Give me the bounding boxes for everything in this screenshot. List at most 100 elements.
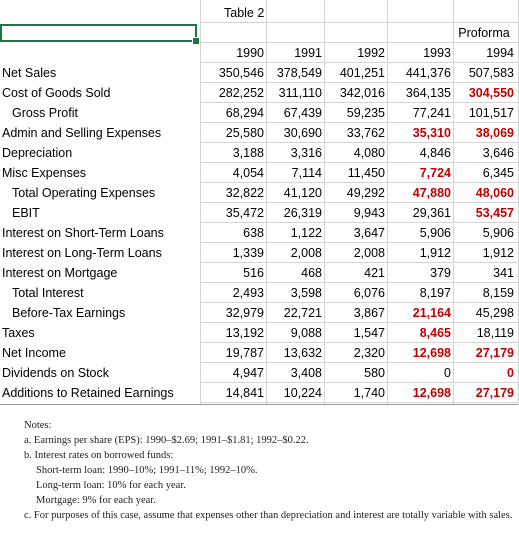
value-cell[interactable]: 9,943 — [353, 206, 385, 220]
value-cell[interactable]: 304,550 — [468, 86, 514, 100]
row-label: EBIT — [12, 206, 40, 220]
value-cell[interactable]: 1,122 — [290, 226, 322, 240]
value-cell[interactable]: 4,054 — [232, 166, 264, 180]
value-cell[interactable]: 45,298 — [475, 306, 514, 320]
value-cell[interactable]: 35,472 — [225, 206, 264, 220]
value-cell[interactable]: 282,252 — [218, 86, 264, 100]
value-cell[interactable]: 1,547 — [353, 326, 385, 340]
value-cell[interactable]: 30,690 — [283, 126, 322, 140]
value-cell[interactable]: 3,408 — [290, 366, 322, 380]
value-cell[interactable]: 47,880 — [412, 186, 451, 200]
year-header: 1993 — [423, 46, 451, 60]
row-label: Before-Tax Earnings — [12, 306, 126, 320]
value-cell[interactable]: 11,450 — [347, 166, 385, 180]
value-cell[interactable]: 2,008 — [353, 246, 385, 260]
value-cell[interactable]: 68,294 — [225, 106, 264, 120]
value-cell[interactable]: 101,517 — [468, 106, 514, 120]
fill-handle[interactable] — [192, 37, 200, 45]
value-cell[interactable]: 32,979 — [225, 306, 264, 320]
value-cell[interactable]: 3,646 — [482, 146, 514, 160]
value-cell[interactable]: 27,179 — [475, 386, 514, 400]
value-cell[interactable]: 468 — [301, 266, 322, 280]
value-cell[interactable]: 33,762 — [346, 126, 385, 140]
year-header: 1992 — [357, 46, 385, 60]
value-cell[interactable]: 378,549 — [276, 66, 322, 80]
value-cell[interactable]: 26,319 — [283, 206, 322, 220]
notes-section: Notes: a. Earnings per share (EPS): 1990… — [24, 418, 514, 523]
value-cell[interactable]: 13,632 — [283, 346, 322, 360]
value-cell[interactable]: 3,598 — [290, 286, 322, 300]
value-cell[interactable]: 3,188 — [232, 146, 264, 160]
value-cell[interactable]: 3,867 — [353, 306, 385, 320]
value-cell[interactable]: 29,361 — [412, 206, 451, 220]
value-cell[interactable]: 8,465 — [419, 326, 451, 340]
value-cell[interactable]: 364,135 — [405, 86, 451, 100]
value-cell[interactable]: 21,164 — [412, 306, 451, 320]
row-label: Net Sales — [2, 66, 57, 80]
value-cell[interactable]: 25,580 — [225, 126, 264, 140]
value-cell[interactable]: 35,310 — [412, 126, 451, 140]
value-cell[interactable]: 5,906 — [482, 226, 514, 240]
value-cell[interactable]: 38,069 — [475, 126, 514, 140]
value-cell[interactable]: 1,912 — [482, 246, 514, 260]
value-cell[interactable]: 41,120 — [283, 186, 322, 200]
value-cell[interactable]: 7,114 — [291, 166, 322, 180]
value-cell[interactable]: 0 — [444, 366, 451, 380]
value-cell[interactable]: 5,906 — [419, 226, 451, 240]
value-cell[interactable]: 350,546 — [218, 66, 264, 80]
note-line: Mortgage: 9% for each year. — [36, 495, 156, 506]
value-cell[interactable]: 507,583 — [468, 66, 514, 80]
note-line: Long-term loan: 10% for each year. — [36, 480, 186, 491]
value-cell[interactable]: 4,846 — [419, 146, 451, 160]
value-cell[interactable]: 10,224 — [283, 386, 322, 400]
value-cell[interactable]: 7,724 — [419, 166, 451, 180]
value-cell[interactable]: 441,376 — [405, 66, 451, 80]
value-cell[interactable]: 1,740 — [353, 386, 385, 400]
value-cell[interactable]: 67,439 — [283, 106, 322, 120]
value-cell[interactable]: 32,822 — [225, 186, 264, 200]
grid-line — [200, 182, 518, 183]
value-cell[interactable]: 2,493 — [232, 286, 264, 300]
value-cell[interactable]: 2,320 — [353, 346, 385, 360]
value-cell[interactable]: 8,197 — [419, 286, 451, 300]
value-cell[interactable]: 77,241 — [412, 106, 451, 120]
value-cell[interactable]: 4,080 — [353, 146, 385, 160]
value-cell[interactable]: 12,698 — [412, 386, 451, 400]
value-cell[interactable]: 13,192 — [225, 326, 264, 340]
value-cell[interactable]: 3,316 — [290, 146, 322, 160]
value-cell[interactable]: 341 — [493, 266, 514, 280]
value-cell[interactable]: 342,016 — [339, 86, 385, 100]
value-cell[interactable]: 48,060 — [475, 186, 514, 200]
value-cell[interactable]: 12,698 — [412, 346, 451, 360]
value-cell[interactable]: 53,457 — [475, 206, 514, 220]
value-cell[interactable]: 14,841 — [225, 386, 264, 400]
value-cell[interactable]: 18,119 — [476, 326, 514, 340]
grid-line — [200, 402, 518, 403]
value-cell[interactable]: 19,787 — [225, 346, 264, 360]
value-cell[interactable]: 311,110 — [278, 86, 322, 100]
value-cell[interactable]: 1,912 — [419, 246, 451, 260]
value-cell[interactable]: 8,159 — [482, 286, 514, 300]
value-cell[interactable]: 421 — [364, 266, 385, 280]
value-cell[interactable]: 1,339 — [232, 246, 264, 260]
value-cell[interactable]: 580 — [364, 366, 385, 380]
value-cell[interactable]: 3,647 — [353, 226, 385, 240]
value-cell[interactable]: 6,345 — [482, 166, 514, 180]
value-cell[interactable]: 4,947 — [232, 366, 264, 380]
value-cell[interactable]: 0 — [507, 366, 514, 380]
value-cell[interactable]: 638 — [243, 226, 264, 240]
value-cell[interactable]: 516 — [243, 266, 264, 280]
value-cell[interactable]: 9,088 — [290, 326, 322, 340]
value-cell[interactable]: 2,008 — [290, 246, 322, 260]
selected-cell[interactable] — [0, 24, 197, 42]
value-cell[interactable]: 379 — [430, 266, 451, 280]
year-header: 1991 — [294, 46, 322, 60]
value-cell[interactable]: 49,292 — [346, 186, 385, 200]
grid-line — [200, 122, 518, 123]
value-cell[interactable]: 401,251 — [339, 66, 385, 80]
value-cell[interactable]: 27,179 — [475, 346, 514, 360]
value-cell[interactable]: 6,076 — [353, 286, 385, 300]
note-line: c. For purposes of this case, assume tha… — [24, 510, 513, 521]
value-cell[interactable]: 22,721 — [283, 306, 322, 320]
value-cell[interactable]: 59,235 — [346, 106, 385, 120]
